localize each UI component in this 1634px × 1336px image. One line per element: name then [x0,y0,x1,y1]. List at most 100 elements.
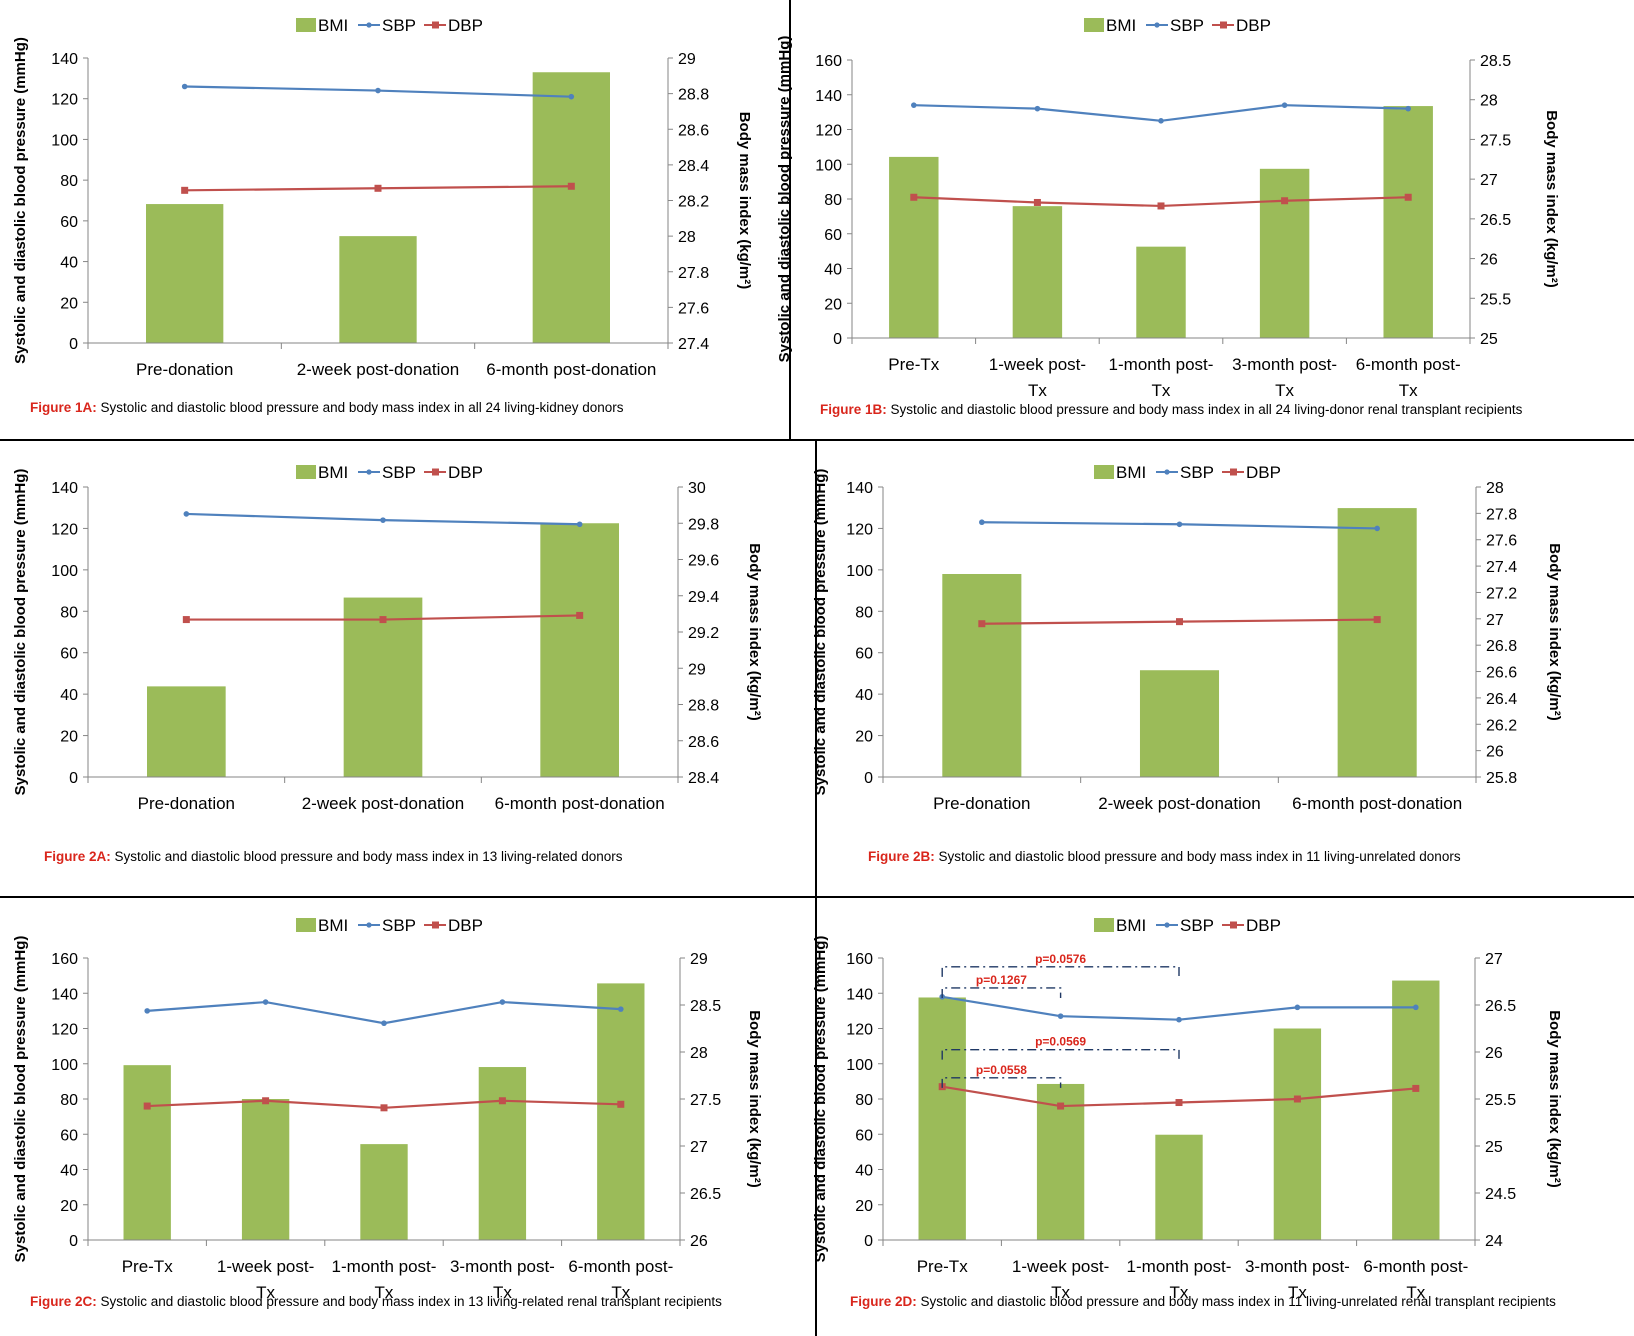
y-left-tick-label: 40 [60,1163,78,1180]
point-sbp-2 [576,521,583,528]
legend-bmi-label: BMI [318,463,348,482]
y-axis-title-right: Body mass index (kg/m²) [746,543,763,721]
legend-sbp-label: SBP [1170,16,1204,35]
x-tick-label: Tx [1275,381,1294,400]
y-right-tick-label: 24 [1485,1233,1503,1250]
point-sbp-2 [381,1020,387,1027]
bar-bmi-1 [339,236,417,343]
y-right-tick-label: 28 [690,1045,708,1062]
x-tick-label: 1-month post- [1109,355,1214,374]
x-tick-label: Tx [1406,1283,1425,1302]
legend-dbp-marker [432,21,439,29]
x-tick-label: 1-week post- [1012,1257,1109,1276]
legend-dbp-label: DBP [448,463,483,482]
y-left-tick-label: 140 [846,480,873,497]
caption-prefix: Figure 2B: [868,849,935,864]
point-dbp-1 [1057,1102,1065,1110]
point-dbp-1 [379,616,387,624]
y-right-tick-label: 27.6 [1486,533,1517,550]
chart-legend: BMI SBP DBP [1094,463,1281,482]
x-tick-label: 2-week post-donation [297,360,460,379]
y-axis-title-left: Systolic and diastolic blood pressure (m… [812,469,829,796]
y-left-tick-label: 60 [60,1127,78,1144]
y-right-tick-label: 27 [1486,612,1504,629]
x-tick-label: Tx [1028,381,1047,400]
bar-bmi-0 [146,204,224,343]
legend-bmi-label: BMI [1106,16,1136,35]
caption-text: Systolic and diastolic blood pressure an… [97,1294,722,1309]
y-right-tick-label: 27.5 [1480,132,1511,149]
y-right-tick-label: 25.8 [1486,770,1517,787]
y-right-tick-label: 26 [690,1233,708,1250]
significance-bracket [941,1077,1062,1088]
caption-text: Systolic and diastolic blood pressure an… [887,402,1523,417]
bar-bmi-3 [1273,1028,1322,1240]
bar-bmi-1 [1036,1083,1085,1240]
legend-dbp-marker [1220,21,1227,29]
legend-bmi-swatch [1094,465,1114,479]
point-sbp-0 [979,519,985,526]
y-left-tick-label: 20 [855,729,873,746]
point-sbp-4 [618,1006,624,1012]
x-tick-label: 6-month post- [1356,355,1461,374]
legend-bmi-swatch [1084,18,1104,32]
y-left-tick-label: 140 [51,51,78,68]
y-left-tick-label: 100 [51,1057,78,1074]
chart-fig1b: BMI SBP DBP 0 20 40 60 80 100 120 140 160 25 25.5 26 26… [776,16,1560,417]
y-left-tick-label: 20 [60,729,78,746]
y-left-tick-label: 80 [855,604,873,621]
chart-fig2d: BMI SBP DBP 0 20 40 60 80 100 120 140 160 24 24.5 25 25… [812,916,1563,1309]
x-tick-label: Tx [493,1283,512,1302]
chart-legend: BMI SBP DBP [296,916,483,935]
y-right-tick-label: 27 [1485,951,1503,968]
point-dbp-0 [181,186,189,194]
y-right-tick-label: 25 [1485,1139,1503,1156]
y-axis-title-left: Systolic and diastolic blood pressure (m… [812,936,829,1263]
x-tick-label: 6-month post-donation [495,794,665,813]
y-left-tick-label: 40 [855,687,873,704]
point-dbp-4 [1412,1084,1420,1092]
y-left-tick-label: 120 [846,521,873,538]
x-tick-label: Pre-Tx [122,1257,174,1276]
point-dbp-4 [617,1100,625,1108]
x-tick-label: Tx [1051,1283,1070,1302]
point-sbp-1 [1176,521,1183,528]
point-sbp-0 [183,511,190,517]
point-sbp-3 [1294,1004,1301,1011]
y-axis-title-left: Systolic and diastolic blood pressure (m… [12,469,29,796]
point-sbp-3 [499,999,506,1005]
chart-legend: BMI SBP DBP [1094,916,1281,935]
y-left-tick-label: 40 [60,687,78,704]
chart-fig2c: BMI SBP DBP 0 20 40 60 80 100 120 140 160 26 26.5 27 27… [12,916,763,1309]
figure-caption: Figure 2B: Systolic and diastolic blood … [868,849,1461,864]
legend-dbp-marker [1230,921,1237,929]
bar-bmi-3 [1259,168,1310,338]
point-dbp-3 [1293,1095,1301,1103]
bar-bmi-4 [1383,106,1433,338]
point-dbp-1 [374,184,382,192]
caption-text: Systolic and diastolic blood pressure an… [935,849,1461,864]
legend-bmi-swatch [296,465,316,479]
point-dbp-2 [380,1104,388,1112]
y-right-tick-label: 26.4 [1486,691,1517,708]
point-dbp-1 [1176,618,1183,626]
y-right-tick-label: 28 [678,229,696,246]
bar-bmi-0 [123,1065,171,1240]
y-left-tick-label: 40 [855,1163,873,1180]
y-left-tick-label: 80 [824,192,842,209]
y-left-tick-label: 160 [51,951,78,968]
y-left-tick-label: 120 [51,92,78,109]
bar-bmi-0 [147,686,226,777]
y-left-tick-label: 120 [846,1022,873,1039]
y-right-tick-label: 26.5 [1480,212,1511,229]
y-left-tick-label: 20 [60,1198,78,1215]
point-sbp-1 [380,517,386,523]
x-tick-label: Tx [1399,381,1418,400]
y-right-tick-label: 25.5 [1480,291,1511,308]
caption-prefix: Figure 2A: [44,849,111,864]
y-left-tick-label: 20 [824,296,842,313]
point-dbp-2 [1157,202,1165,210]
point-dbp-2 [1373,616,1381,624]
chart-legend: BMI SBP DBP [296,463,483,482]
y-right-tick-label: 28 [1480,93,1498,110]
